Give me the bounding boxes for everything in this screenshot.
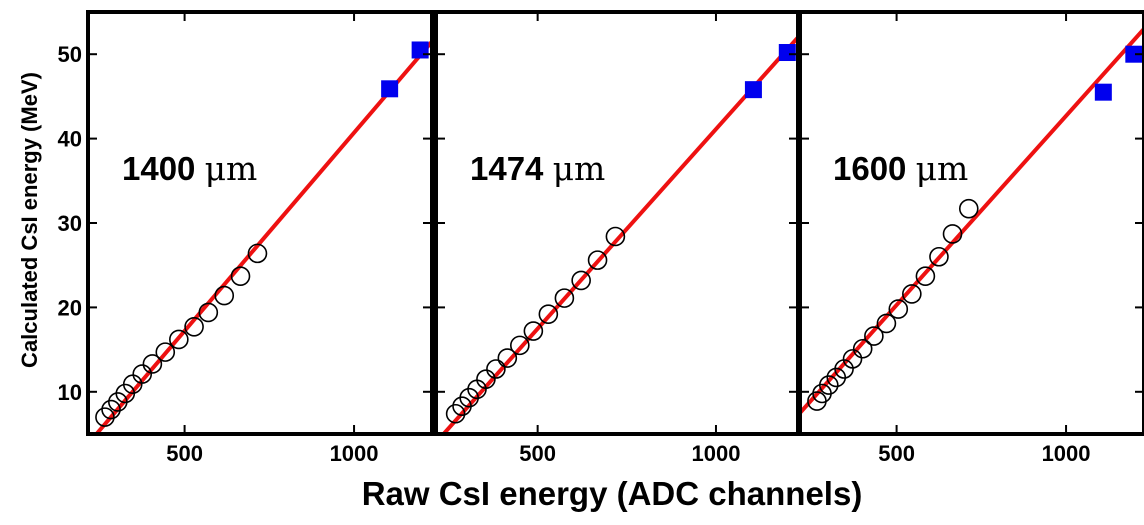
panel-label-value: 1400 [122, 150, 205, 187]
x-tick-label: 500 [166, 441, 203, 466]
data-point-circle [445, 403, 466, 424]
panel-label: 1600 μm [833, 149, 968, 188]
data-point-square [744, 81, 762, 99]
data-point-circle [842, 349, 863, 369]
data-point-circle [538, 304, 559, 324]
panel-2: 500 1000 1474 μm [434, 10, 800, 466]
data-point-circle [523, 321, 544, 341]
x-tick-label: 500 [878, 441, 915, 466]
data-point-circle [476, 369, 496, 389]
fit-line [440, 35, 798, 434]
data-point-circle [888, 299, 909, 319]
data-point-circle [876, 313, 897, 334]
data-point-circle [852, 338, 873, 359]
data-point-circle [95, 407, 115, 427]
data-point-circle [142, 354, 163, 374]
x-tick-label: 1000 [1042, 441, 1091, 466]
y-axis-title: Calculated CsI energy (MeV) [17, 72, 42, 368]
data-point-circle [230, 266, 251, 286]
y-tick-label: 50 [58, 42, 82, 67]
data-point-circle [132, 364, 153, 384]
data-point-circle [169, 329, 189, 350]
panel-label-value: 1474 [470, 150, 553, 187]
data-point-square [411, 41, 429, 59]
data-point-circle [902, 284, 922, 304]
y-tick-label: 10 [58, 380, 82, 405]
data-point-square [1094, 83, 1112, 101]
data-point-circle [864, 326, 884, 346]
data-point-circle [958, 198, 979, 219]
data-point-circle [587, 250, 608, 270]
data-point-square [778, 44, 796, 62]
y-tick-label: 20 [58, 295, 82, 320]
data-point-circle [819, 375, 839, 395]
data-point-circle [915, 266, 936, 286]
fit-line [800, 27, 1144, 415]
x-axis-title: Raw CsI energy (ADC channels) [362, 475, 863, 512]
x-tick-label: 1000 [330, 441, 379, 466]
data-point-circle [942, 224, 963, 244]
data-point-circle [214, 285, 235, 306]
panel-label: 1474 μm [470, 149, 605, 188]
data-point-circle [198, 302, 219, 323]
panel-1: 500 1000 10 20 30 40 50 1400 μm [58, 10, 434, 466]
data-point-circle [486, 359, 506, 379]
data-point-circle [571, 270, 591, 291]
panel-3: 500 1000 1600 μm [798, 10, 1144, 466]
data-point-circle [101, 399, 121, 420]
data-point-circle [554, 288, 575, 308]
data-point-circle [497, 348, 518, 368]
data-point-square [1125, 45, 1143, 63]
panel-label-unit: μm [553, 149, 606, 188]
panel-label: 1400 μm [122, 149, 257, 188]
y-tick-label: 40 [58, 127, 82, 152]
data-point-circle [184, 317, 204, 337]
panel-frame [86, 10, 434, 436]
data-point-circle [155, 342, 176, 362]
data-point-square [381, 80, 399, 98]
data-point-circle [510, 335, 530, 356]
panel-label-value: 1600 [833, 150, 916, 187]
panel-label-unit: μm [205, 149, 258, 188]
x-tick-label: 500 [519, 441, 556, 466]
panel-label-unit: μm [916, 149, 969, 188]
fit-line [94, 40, 432, 434]
data-point-circle [605, 226, 626, 247]
data-point-circle [247, 243, 268, 264]
x-tick-label: 1000 [691, 441, 740, 466]
y-tick-label: 30 [58, 211, 82, 236]
data-point-circle [929, 246, 949, 267]
